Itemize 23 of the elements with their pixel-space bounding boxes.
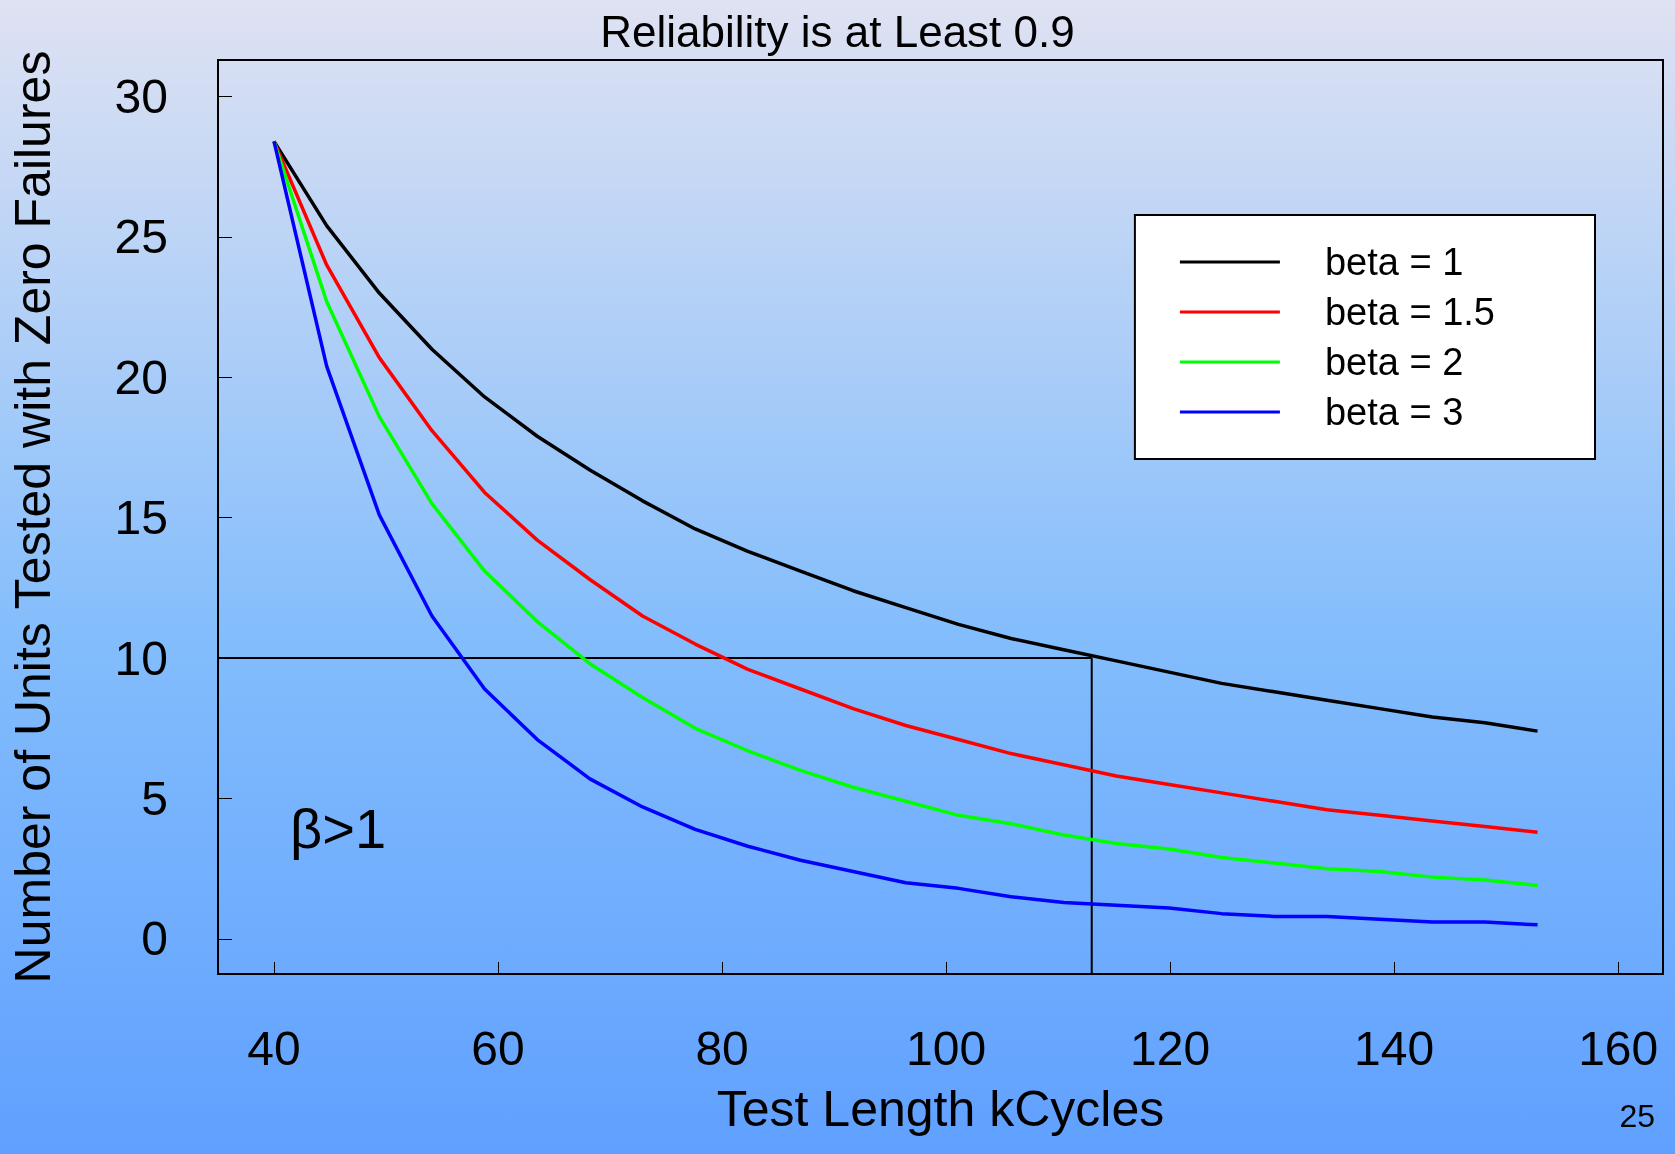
x-tick-label: 140 bbox=[1354, 1021, 1435, 1075]
y-tick-label: 20 bbox=[114, 350, 168, 404]
x-tick-label: 100 bbox=[906, 1021, 987, 1075]
y-tick-label: 10 bbox=[114, 631, 168, 685]
y-tick-label: 25 bbox=[114, 210, 168, 264]
legend-label: beta = 3 bbox=[1324, 391, 1464, 433]
x-tick-label: 120 bbox=[1130, 1021, 1211, 1075]
y-tick-label: 5 bbox=[141, 772, 168, 825]
annotation: β>1 bbox=[290, 796, 387, 860]
x-tick-label: 160 bbox=[1578, 1021, 1659, 1075]
text: 25 bbox=[1619, 1098, 1655, 1134]
x-tick-label: 40 bbox=[247, 1021, 301, 1075]
legend-label: beta = 1 bbox=[1324, 241, 1464, 283]
chart-title: Reliability is at Least 0.9 bbox=[600, 6, 1075, 56]
legend-label: beta = 2 bbox=[1324, 341, 1464, 383]
x-tick-label: 80 bbox=[695, 1021, 749, 1075]
y-tick-label: 30 bbox=[114, 70, 168, 123]
legend-label: beta = 1.5 bbox=[1324, 291, 1495, 333]
y-tick-label: 0 bbox=[141, 912, 168, 966]
x-tick-label: 60 bbox=[471, 1021, 525, 1075]
x-axis-title: Test Length kCycles bbox=[716, 1081, 1165, 1137]
y-tick-label: 15 bbox=[114, 491, 168, 545]
y-axis-title: Number of Units Tested with Zero Failures bbox=[5, 50, 61, 984]
